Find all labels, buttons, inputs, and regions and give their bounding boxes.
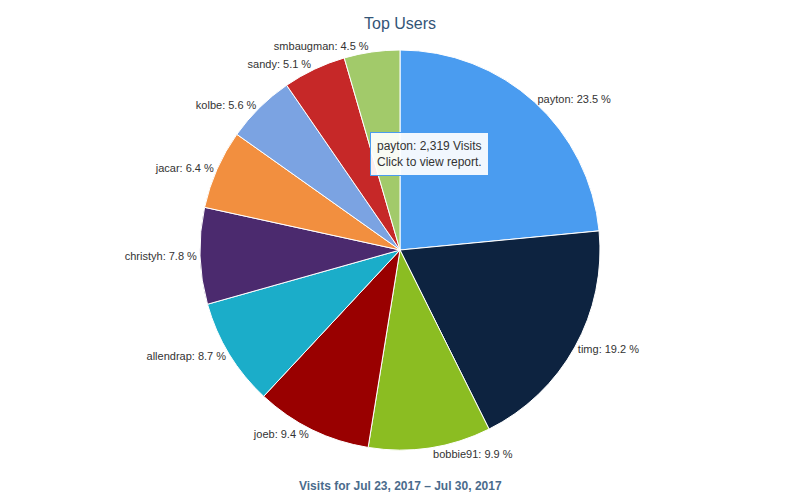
svg-text:smbaugman: 4.5 %: smbaugman: 4.5 % bbox=[274, 40, 369, 52]
svg-text:Visits for Jul 23, 2017 – Jul: Visits for Jul 23, 2017 – Jul 30, 2017 bbox=[299, 479, 502, 493]
svg-text:timg: 19.2 %: timg: 19.2 % bbox=[578, 343, 639, 355]
svg-text:bobbie91: 9.9 %: bobbie91: 9.9 % bbox=[433, 448, 513, 460]
svg-text:allendrap: 8.7 %: allendrap: 8.7 % bbox=[147, 350, 227, 362]
svg-text:payton: 23.5 %: payton: 23.5 % bbox=[537, 93, 611, 105]
svg-text:jacar: 6.4 %: jacar: 6.4 % bbox=[155, 162, 214, 174]
svg-text:kolbe: 5.6 %: kolbe: 5.6 % bbox=[196, 99, 257, 111]
svg-text:joeb: 9.4 %: joeb: 9.4 % bbox=[253, 428, 309, 440]
svg-text:payton: 2,319 VisitsClick to v: payton: 2,319 VisitsClick to view report… bbox=[377, 139, 482, 169]
svg-text:christyh: 7.8 %: christyh: 7.8 % bbox=[125, 250, 197, 262]
svg-text:sandy: 5.1 %: sandy: 5.1 % bbox=[248, 58, 312, 70]
svg-text:Top Users: Top Users bbox=[364, 15, 436, 32]
